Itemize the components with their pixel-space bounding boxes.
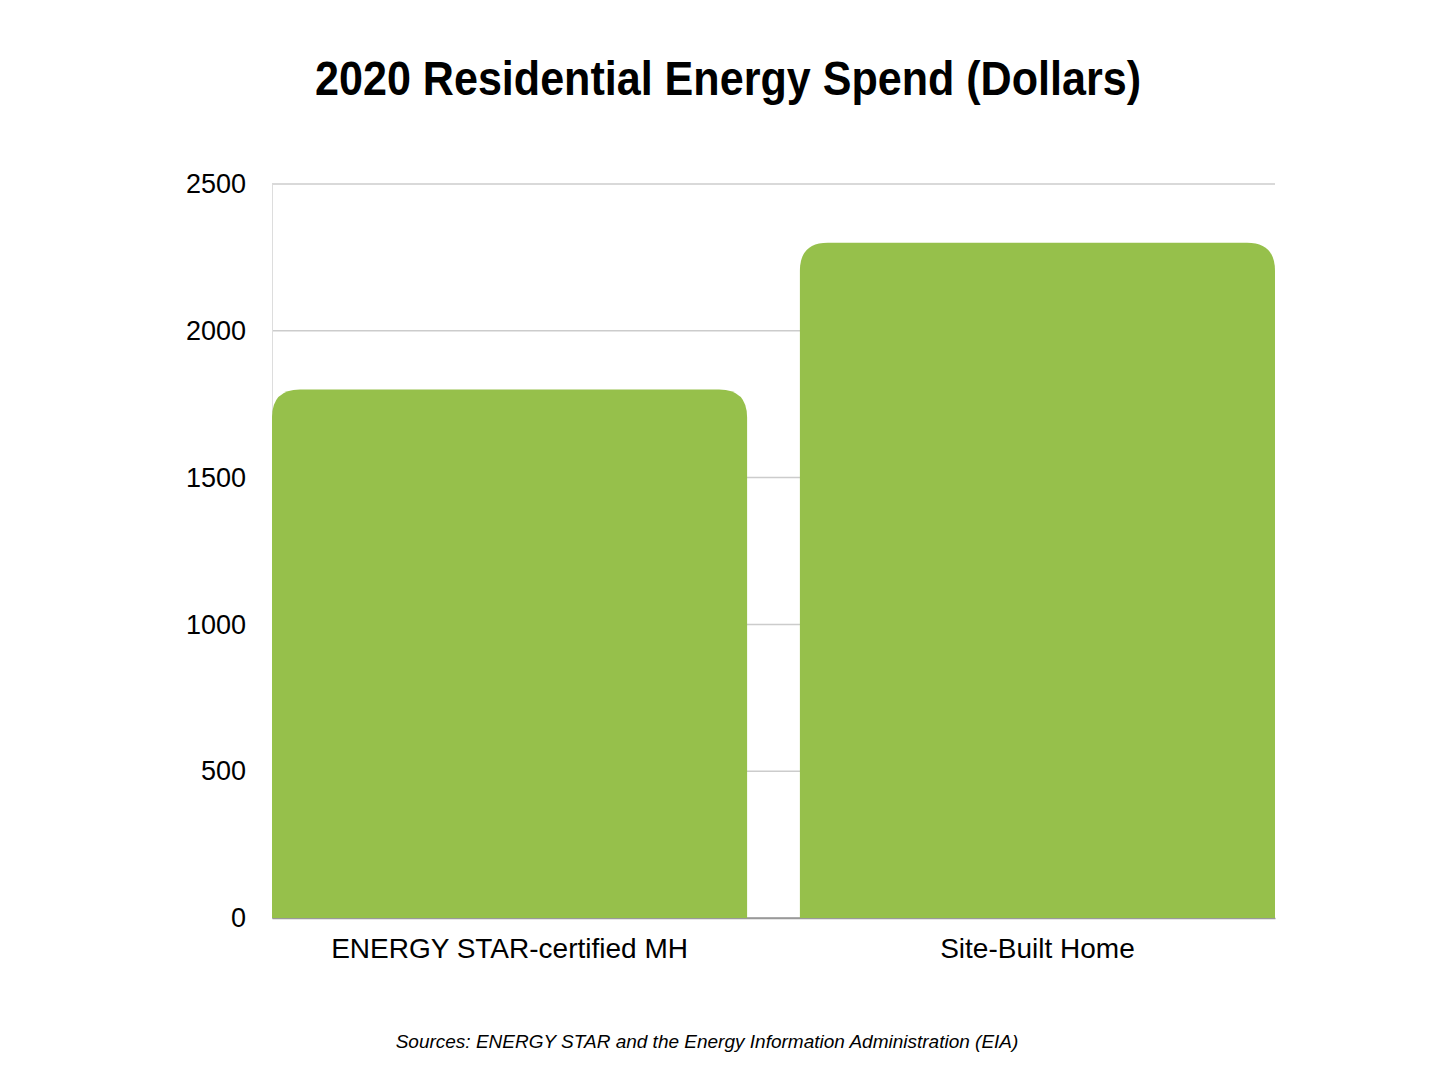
y-tick-label: 500 [201,756,246,786]
x-tick: ENERGY STAR-certified MH [331,918,688,964]
background [0,0,1440,1080]
y-tick-label: 2000 [186,316,246,346]
bar [800,243,1275,918]
y-tick-label: 1000 [186,610,246,640]
y-tick: 500 [201,756,272,786]
y-tick: 1500 [186,463,272,493]
bar [272,390,747,918]
chart-title: 2020 Residential Energy Spend (Dollars) [315,52,1141,105]
y-tick: 2500 [186,169,272,199]
y-tick-label: 1500 [186,463,246,493]
grid-line [272,183,1275,185]
x-axis: ENERGY STAR-certified MH Site-Built Home [273,918,1276,964]
x-tick-label: ENERGY STAR-certified MH [331,933,688,964]
y-tick: 0 [231,903,272,933]
chart: 2020 Residential Energy Spend (Dollars) 0… [0,0,1440,1080]
bars [272,243,1275,918]
y-tick: 1000 [186,610,272,640]
y-tick-label: 0 [231,903,246,933]
x-tick-label: Site-Built Home [940,933,1135,964]
source-note: Sources: ENERGY STAR and the Energy Info… [396,1031,1019,1052]
y-tick: 2000 [186,316,272,346]
grid [272,184,1275,918]
y-axis: 0 500 1000 1500 2000 2500 [186,169,273,933]
y-tick-label: 2500 [186,169,246,199]
x-tick: Site-Built Home [940,918,1135,964]
